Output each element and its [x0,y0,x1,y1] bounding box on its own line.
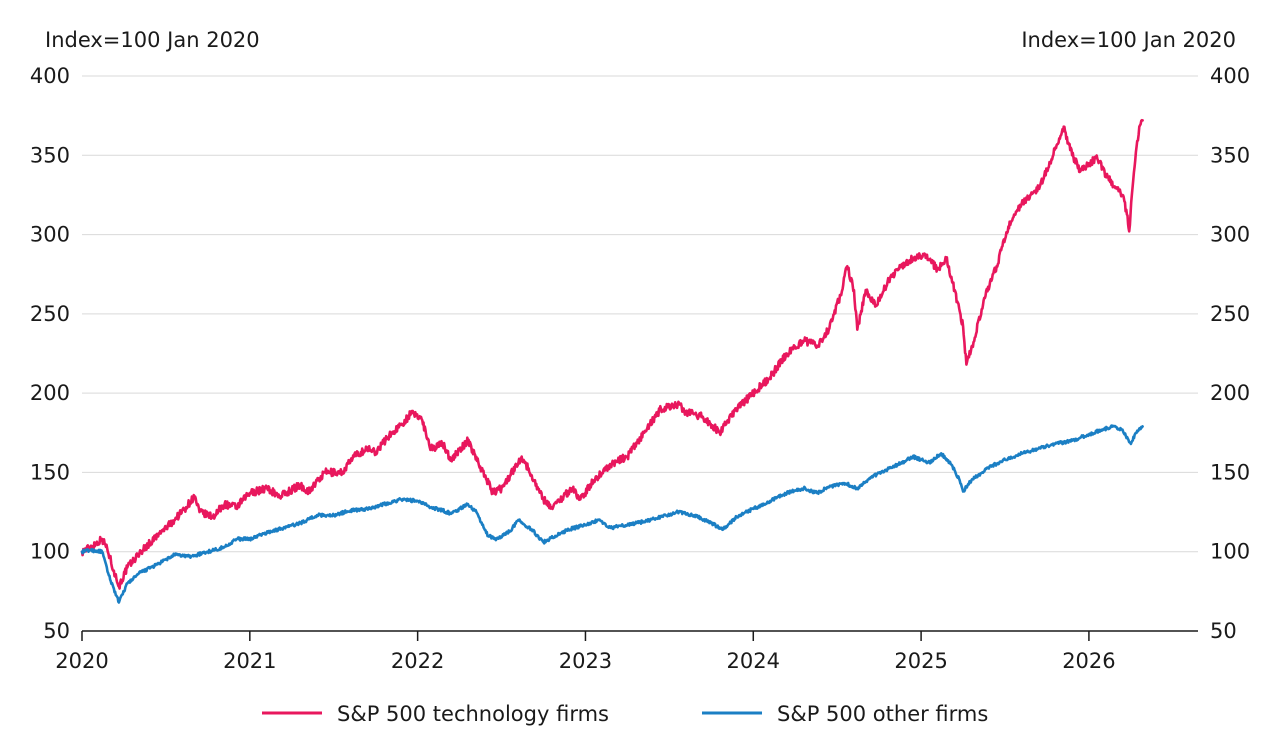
grid-lines [82,75,1198,553]
left-y-tick-label: 300 [30,223,70,247]
right-y-tick-label: 300 [1210,223,1250,247]
series-lines [80,118,1144,604]
right-y-axis: 50 100 150 200 250 300 350 400 [1210,64,1250,643]
right-y-tick-label: 200 [1210,381,1250,405]
x-tick-label: 2025 [894,649,947,673]
left-y-tick-label: 50 [43,619,70,643]
left-y-tick-label: 100 [30,540,70,564]
right-y-tick-label: 150 [1210,460,1250,484]
x-tick-label: 2026 [1062,649,1115,673]
x-tick-label: 2024 [727,649,780,673]
x-tick-label: 2023 [559,649,612,673]
left-y-tick-label: 200 [30,381,70,405]
left-y-axis: 50 100 150 200 250 300 350 400 [30,64,70,643]
left-axis-unit-label: Index=100 Jan 2020 [45,28,260,52]
left-y-tick-label: 150 [30,460,70,484]
left-y-tick-label: 250 [30,302,70,326]
series-line-technology [80,118,1144,590]
left-y-tick-label: 350 [30,143,70,167]
right-y-tick-label: 250 [1210,302,1250,326]
x-axis: 2020 2021 2022 2023 2024 2025 2026 [55,630,1198,673]
right-y-tick-label: 50 [1210,619,1237,643]
x-tick-label: 2021 [223,649,276,673]
x-tick-label: 2022 [391,649,444,673]
legend: S&P 500 technology firms S&P 500 other f… [262,702,988,726]
right-y-tick-label: 100 [1210,540,1250,564]
right-y-tick-label: 400 [1210,64,1250,88]
left-y-tick-label: 400 [30,64,70,88]
series-line-other [80,424,1144,604]
x-tick-label: 2020 [55,649,108,673]
right-y-tick-label: 350 [1210,143,1250,167]
legend-label-other: S&P 500 other firms [777,702,988,726]
legend-label-technology: S&P 500 technology firms [337,702,609,726]
right-axis-unit-label: Index=100 Jan 2020 [1021,28,1236,52]
